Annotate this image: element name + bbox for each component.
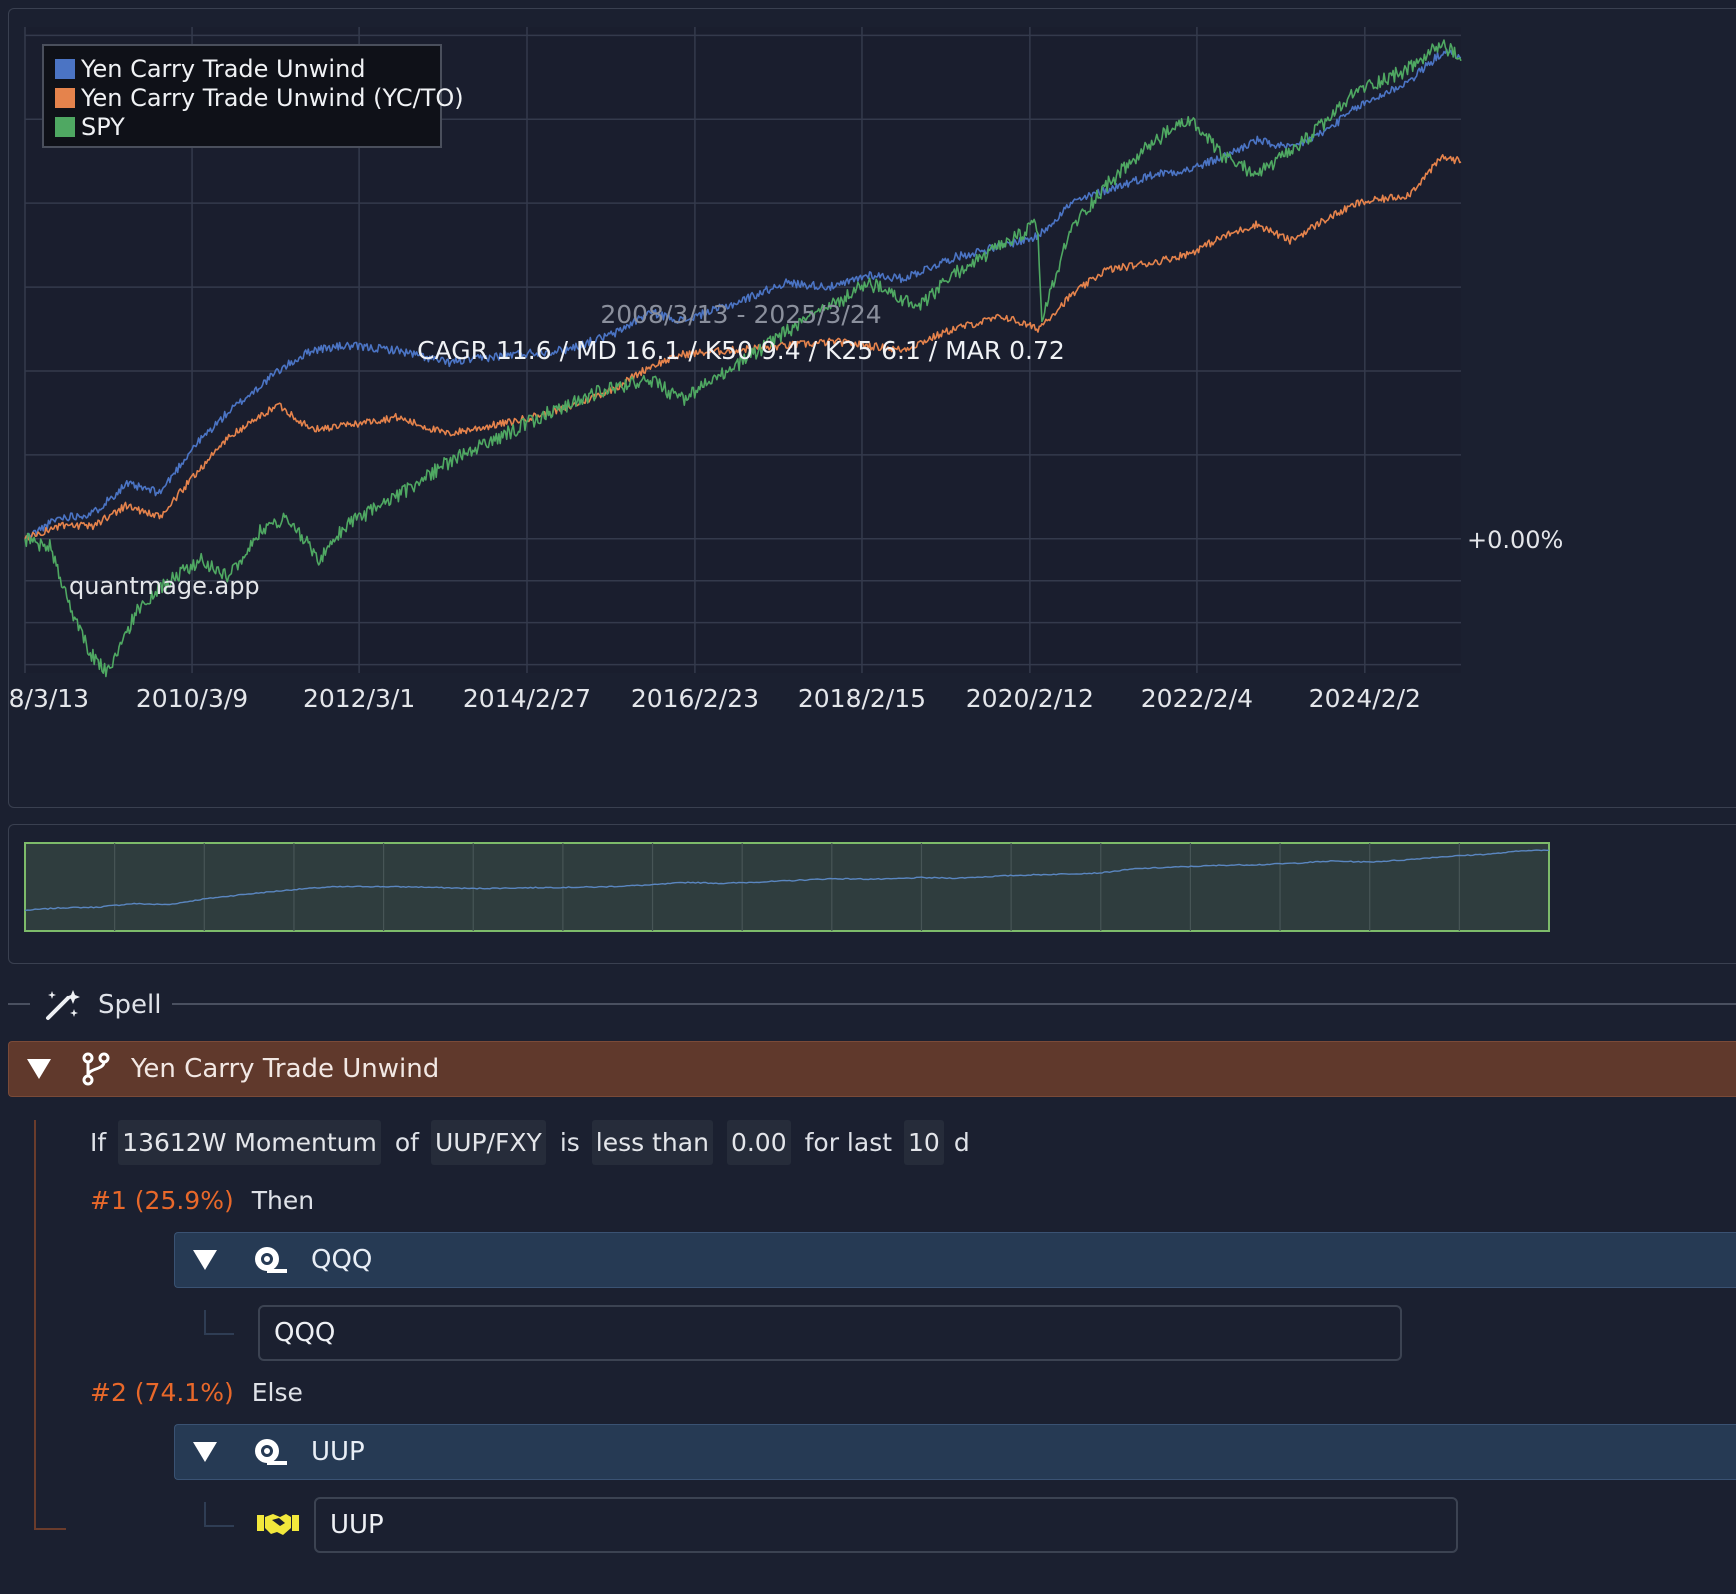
spell-label: Spell bbox=[98, 990, 162, 1020]
legend-entry[interactable]: Yen Carry Trade Unwind (YC/TO) bbox=[80, 84, 464, 112]
root-node-title: Yen Carry Trade Unwind bbox=[131, 1054, 440, 1084]
x-tick-label: 2014/2/27 bbox=[463, 684, 591, 713]
tree-connector-line bbox=[204, 1333, 234, 1335]
if-condition: If 13612W Momentum of UUP/FXY is less th… bbox=[90, 1118, 982, 1166]
tree-connector-line bbox=[204, 1310, 206, 1334]
legend-entry[interactable]: Yen Carry Trade Unwind bbox=[80, 55, 366, 83]
x-tick-label: 2024/2/2 bbox=[1309, 684, 1421, 713]
collapse-triangle-icon[interactable] bbox=[27, 1059, 51, 1079]
date-range-label: 2008/3/13 - 2025/3/24 bbox=[600, 300, 881, 329]
legend-swatch bbox=[55, 117, 75, 137]
days-input[interactable]: 10 bbox=[904, 1119, 944, 1165]
for-last-keyword: for last bbox=[804, 1127, 893, 1157]
series-line bbox=[24, 39, 1462, 678]
branch-number: #1 (25.9%) bbox=[90, 1186, 234, 1215]
else-branch-label: #2 (74.1%) Else bbox=[90, 1378, 303, 1407]
tree-connector-line bbox=[34, 1120, 36, 1530]
x-tick-label: 2018/2/15 bbox=[798, 684, 926, 713]
if-keyword: If bbox=[90, 1127, 107, 1157]
asset-group-title: UUP bbox=[311, 1437, 365, 1467]
backtest-chart[interactable]: 2008/3/13 2010/3/9 2012/3/1 2014/2/27 2016/2… bbox=[9, 9, 1736, 808]
days-unit: d bbox=[953, 1127, 970, 1157]
asset-group-title: QQQ bbox=[311, 1245, 373, 1275]
threshold-input[interactable]: 0.00 bbox=[726, 1119, 791, 1165]
spell-section-header: Spell bbox=[0, 988, 1736, 1020]
x-tick-label: 2022/2/4 bbox=[1141, 684, 1253, 713]
navigator-chart[interactable] bbox=[9, 825, 1736, 964]
asset-group-header-qqq[interactable]: QQQ bbox=[174, 1232, 1736, 1288]
legend-swatch bbox=[55, 88, 75, 108]
legend-entry[interactable]: SPY bbox=[81, 113, 125, 141]
y-axis-label: +0.00% bbox=[1467, 526, 1563, 554]
of-keyword: of bbox=[394, 1127, 419, 1157]
ticker-label: QQQ bbox=[274, 1318, 336, 1348]
x-tick-label: 2010/3/9 bbox=[136, 684, 248, 713]
is-keyword: is bbox=[559, 1127, 580, 1157]
stats-label: CAGR 11.6 / MD 16.1 / K50 9.4 / K25 6.1 … bbox=[417, 336, 1065, 365]
collapse-triangle-icon[interactable] bbox=[193, 1250, 217, 1270]
root-node-header[interactable]: Yen Carry Trade Unwind bbox=[8, 1041, 1736, 1097]
chart-panel: 2008/3/13 2010/3/9 2012/3/1 2014/2/27 2016/2… bbox=[8, 8, 1736, 808]
ticker-box-qqq[interactable]: QQQ bbox=[258, 1305, 1402, 1361]
coin-stack-icon bbox=[255, 1439, 287, 1465]
ticker-box-uup[interactable]: UUP bbox=[314, 1497, 1458, 1553]
then-branch-label: #1 (25.9%) Then bbox=[90, 1186, 314, 1215]
coin-stack-icon bbox=[255, 1247, 287, 1273]
x-tick-label: 2020/2/12 bbox=[966, 684, 1094, 713]
x-tick-label: 2012/3/1 bbox=[303, 684, 415, 713]
collapse-triangle-icon[interactable] bbox=[193, 1442, 217, 1462]
watermark: quantmage.app bbox=[69, 572, 260, 600]
chart-navigator[interactable] bbox=[8, 824, 1736, 964]
ticker-label: UUP bbox=[330, 1510, 384, 1540]
tree-connector-line bbox=[204, 1525, 234, 1527]
indicator-select[interactable]: 13612W Momentum bbox=[118, 1119, 381, 1165]
tree-connector-line bbox=[204, 1502, 206, 1526]
divider-line bbox=[8, 1003, 30, 1005]
legend-box bbox=[42, 44, 442, 148]
divider-line bbox=[172, 1003, 1736, 1005]
navigator-series-line bbox=[24, 849, 1549, 912]
comparator-select[interactable]: less than bbox=[591, 1119, 713, 1165]
else-keyword: Else bbox=[251, 1378, 303, 1407]
then-keyword: Then bbox=[251, 1186, 315, 1215]
navigator-selection[interactable] bbox=[24, 842, 1550, 932]
branch-number: #2 (74.1%) bbox=[90, 1378, 234, 1407]
magic-wand-icon bbox=[46, 990, 80, 1020]
ticker-select[interactable]: UUP/FXY bbox=[430, 1119, 546, 1165]
tree-connector-line bbox=[34, 1528, 66, 1530]
x-tick-label: 2016/2/23 bbox=[631, 684, 759, 713]
asset-group-header-uup[interactable]: UUP bbox=[174, 1424, 1736, 1480]
series-line bbox=[24, 154, 1462, 541]
handshake-icon bbox=[257, 1514, 299, 1535]
git-branch-icon bbox=[82, 1052, 110, 1086]
legend-swatch bbox=[55, 59, 75, 79]
x-tick-label: 2008/3/13 bbox=[9, 684, 89, 713]
